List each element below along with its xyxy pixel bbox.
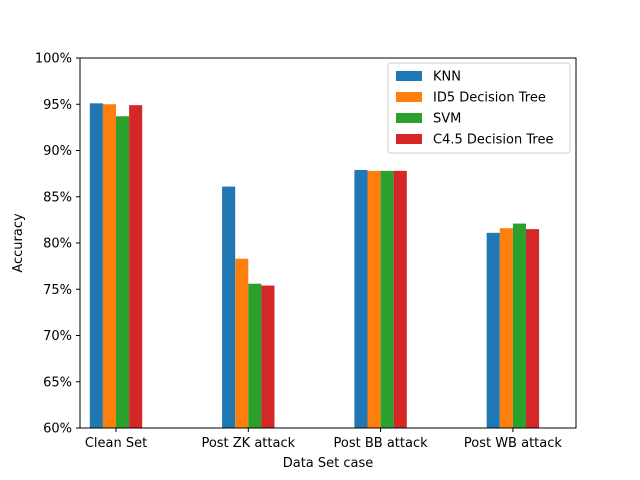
legend-label: SVM (433, 112, 461, 127)
legend-label: KNN (433, 70, 461, 85)
x-tick-label: Clean Set (85, 436, 147, 451)
bar (354, 169, 368, 428)
bars-layer (89, 103, 540, 429)
legend-swatch (396, 134, 422, 144)
legend: KNN ID5 Decision Tree SVM C4.5 Decision Tre… (387, 62, 571, 154)
bar (499, 228, 513, 428)
bar (89, 103, 103, 428)
legend-swatch (396, 92, 422, 102)
legend-box (387, 62, 571, 154)
y-tick-label: 100% (35, 52, 72, 67)
bar (235, 258, 249, 428)
bar (486, 232, 500, 428)
legend-label: ID5 Decision Tree (433, 91, 546, 106)
bar (102, 104, 116, 428)
legend-label: C4.5 Decision Tree (433, 133, 553, 148)
bar (222, 186, 236, 428)
y-tick-label: 95% (43, 98, 72, 113)
bar (129, 105, 143, 429)
bar (248, 283, 262, 428)
bar (526, 229, 540, 428)
legend-swatch (396, 71, 422, 81)
y-tick-label: 70% (43, 329, 72, 344)
y-tick-label: 90% (43, 144, 72, 159)
x-tick-label: Post ZK attack (201, 436, 295, 451)
x-tick-label: Post WB attack (464, 436, 563, 451)
y-axis: 60% 65% 70% 75% 80% 85% 90% 95% 100% (35, 52, 80, 437)
legend-swatch (396, 113, 422, 123)
bar (261, 285, 275, 428)
bar (512, 223, 526, 428)
x-tick-label: Post BB attack (334, 436, 429, 451)
x-axis: Clean Set Post ZK attack Post BB attack Pos… (85, 428, 563, 451)
y-tick-label: 75% (43, 283, 72, 298)
plot-frame (79, 57, 577, 429)
bar (116, 116, 130, 429)
bar (380, 170, 394, 428)
y-tick-label: 85% (43, 190, 72, 205)
y-tick-label: 60% (43, 422, 72, 437)
y-tick-label: 80% (43, 237, 72, 252)
bar (393, 170, 407, 428)
y-axis-label: Accuracy (11, 213, 26, 273)
y-tick-label: 65% (43, 375, 72, 390)
bar (367, 170, 381, 428)
x-axis-label: Data Set case (283, 456, 374, 471)
